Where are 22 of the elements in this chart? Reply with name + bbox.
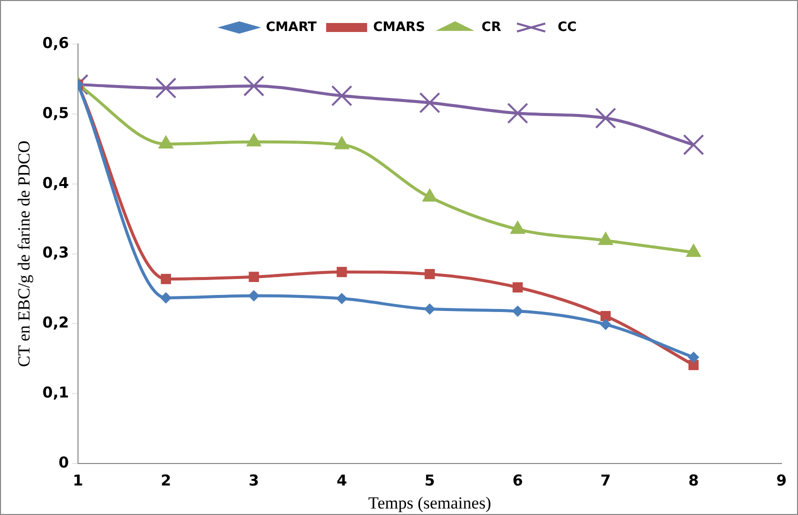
x-tick-label: 3 <box>248 471 260 490</box>
legend-label: CMART <box>266 20 317 35</box>
y-tick-label: 0,2 <box>42 314 69 332</box>
x-axis-title: Temps (semaines) <box>368 493 492 512</box>
legend-label: CMARS <box>373 20 426 35</box>
legend-label: CC <box>558 20 577 35</box>
y-axis-title: CT en EBC/g de farine de PDCO <box>14 140 34 367</box>
y-tick-label: 0,4 <box>42 174 69 192</box>
y-tick-label: 0,1 <box>42 384 69 402</box>
y-tick-label: 0,3 <box>42 244 69 262</box>
x-tick-label: 7 <box>600 471 611 490</box>
x-tick-label: 8 <box>688 471 699 490</box>
x-tick-label: 9 <box>776 471 787 490</box>
x-tick-label: 6 <box>512 471 523 490</box>
legend-label: CR <box>482 20 502 35</box>
x-tick-label: 2 <box>160 471 172 490</box>
x-tick-label: 5 <box>424 471 435 490</box>
y-tick-label: 0,5 <box>42 104 69 122</box>
y-tick-label: 0,6 <box>42 34 69 52</box>
x-tick-label: 4 <box>336 471 348 490</box>
y-tick-label: 0 <box>58 453 69 472</box>
x-tick-label: 1 <box>72 471 84 490</box>
